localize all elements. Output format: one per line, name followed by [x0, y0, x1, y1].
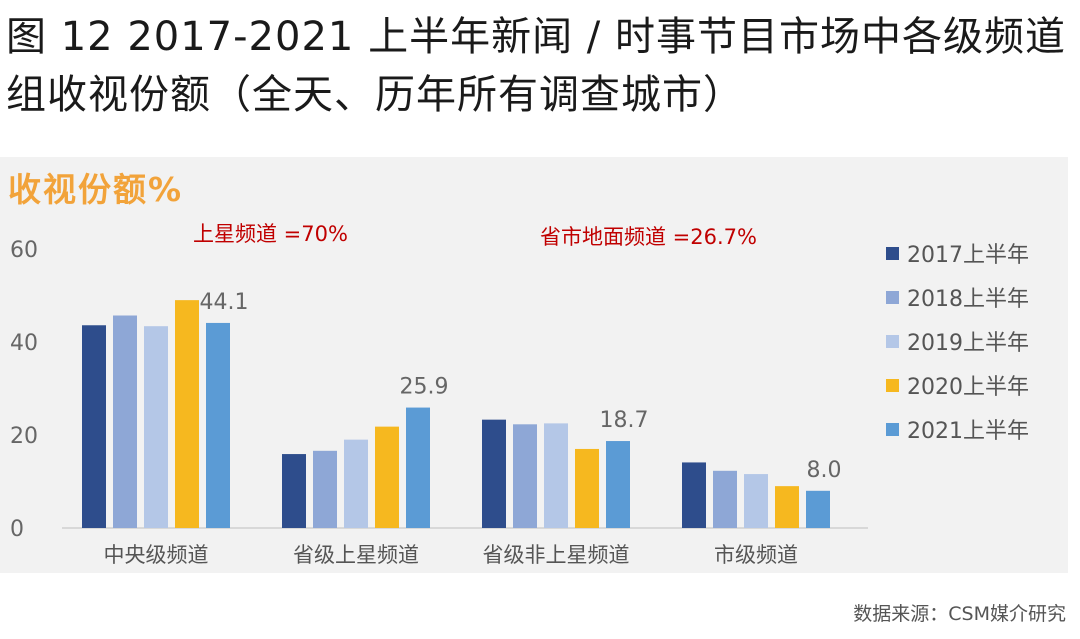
- legend-label: 2019上半年: [907, 331, 1029, 356]
- y-tick-labels: 0 20 40 60: [10, 238, 38, 542]
- data-label: 8.0: [807, 458, 842, 483]
- bars: [82, 300, 830, 528]
- legend-swatch: [886, 422, 899, 436]
- data-label: 25.9: [400, 375, 449, 400]
- y-tick-label: 0: [10, 517, 24, 542]
- legend-label: 2020上半年: [907, 375, 1029, 400]
- x-tick-label: 中央级频道: [104, 543, 209, 567]
- bar: [713, 470, 737, 528]
- y-tick-label: 20: [10, 424, 38, 449]
- legend: 2017上半年 2018上半年 2019上半年 2020上半年 2021上半年: [886, 231, 1029, 451]
- legend-swatch: [886, 334, 899, 348]
- x-tick-label: 省级非上星频道: [483, 543, 630, 567]
- bar: [344, 439, 368, 528]
- bar: [544, 423, 568, 528]
- bar: [775, 486, 799, 528]
- bar: [744, 474, 768, 528]
- y-tick-label: 40: [10, 331, 38, 356]
- x-tick-labels: 中央级频道省级上星频道省级非上星频道市级频道其他频道: [104, 543, 799, 567]
- y-axis-title: 收视份额%: [8, 170, 184, 209]
- legend-label: 2017上半年: [907, 243, 1029, 268]
- bar: [482, 419, 506, 528]
- bar: [375, 426, 399, 528]
- bar: [606, 441, 630, 528]
- bar: [113, 315, 137, 528]
- legend-swatch: [886, 290, 899, 304]
- x-tick-label: 省级上星频道: [293, 543, 419, 567]
- legend-item: 2019上半年: [886, 319, 1029, 363]
- data-labels: 44.125.918.78.03.3: [200, 290, 842, 483]
- y-tick-label: 60: [10, 238, 38, 263]
- legend-swatch: [886, 246, 899, 260]
- bar: [313, 450, 337, 528]
- bar: [513, 424, 537, 528]
- bar: [682, 462, 706, 528]
- annotation-terrestrial-total: 省市地面频道 =26.7%: [540, 225, 757, 249]
- data-label: 18.7: [600, 408, 649, 433]
- legend-swatch: [886, 378, 899, 392]
- bar: [406, 407, 430, 528]
- bar: [806, 490, 830, 528]
- annotation-satellite-total: 上星频道 =70%: [193, 222, 348, 246]
- data-label: 44.1: [200, 290, 249, 315]
- x-tick-label: 市级频道: [714, 543, 798, 567]
- bar: [575, 448, 599, 528]
- figure-title: 图 12 2017-2021 上半年新闻 / 时事节目市场中各级频道组收视份额（…: [6, 14, 1066, 118]
- source-note: 数据来源：CSM媒介研究: [853, 603, 1066, 625]
- legend-item: 2021上半年: [886, 407, 1029, 451]
- bar: [82, 325, 106, 528]
- bar: [144, 326, 168, 528]
- bar: [282, 454, 306, 528]
- legend-label: 2021上半年: [907, 419, 1029, 444]
- bar: [175, 300, 199, 528]
- bar: [206, 322, 230, 528]
- legend-item: 2020上半年: [886, 363, 1029, 407]
- chart-panel: 收视份额% 上星频道 =70% 省市地面频道 =26.7% 0 20 40 60 中央…: [0, 157, 1068, 573]
- legend-label: 2018上半年: [907, 287, 1029, 312]
- legend-item: 2018上半年: [886, 275, 1029, 319]
- legend-item: 2017上半年: [886, 231, 1029, 275]
